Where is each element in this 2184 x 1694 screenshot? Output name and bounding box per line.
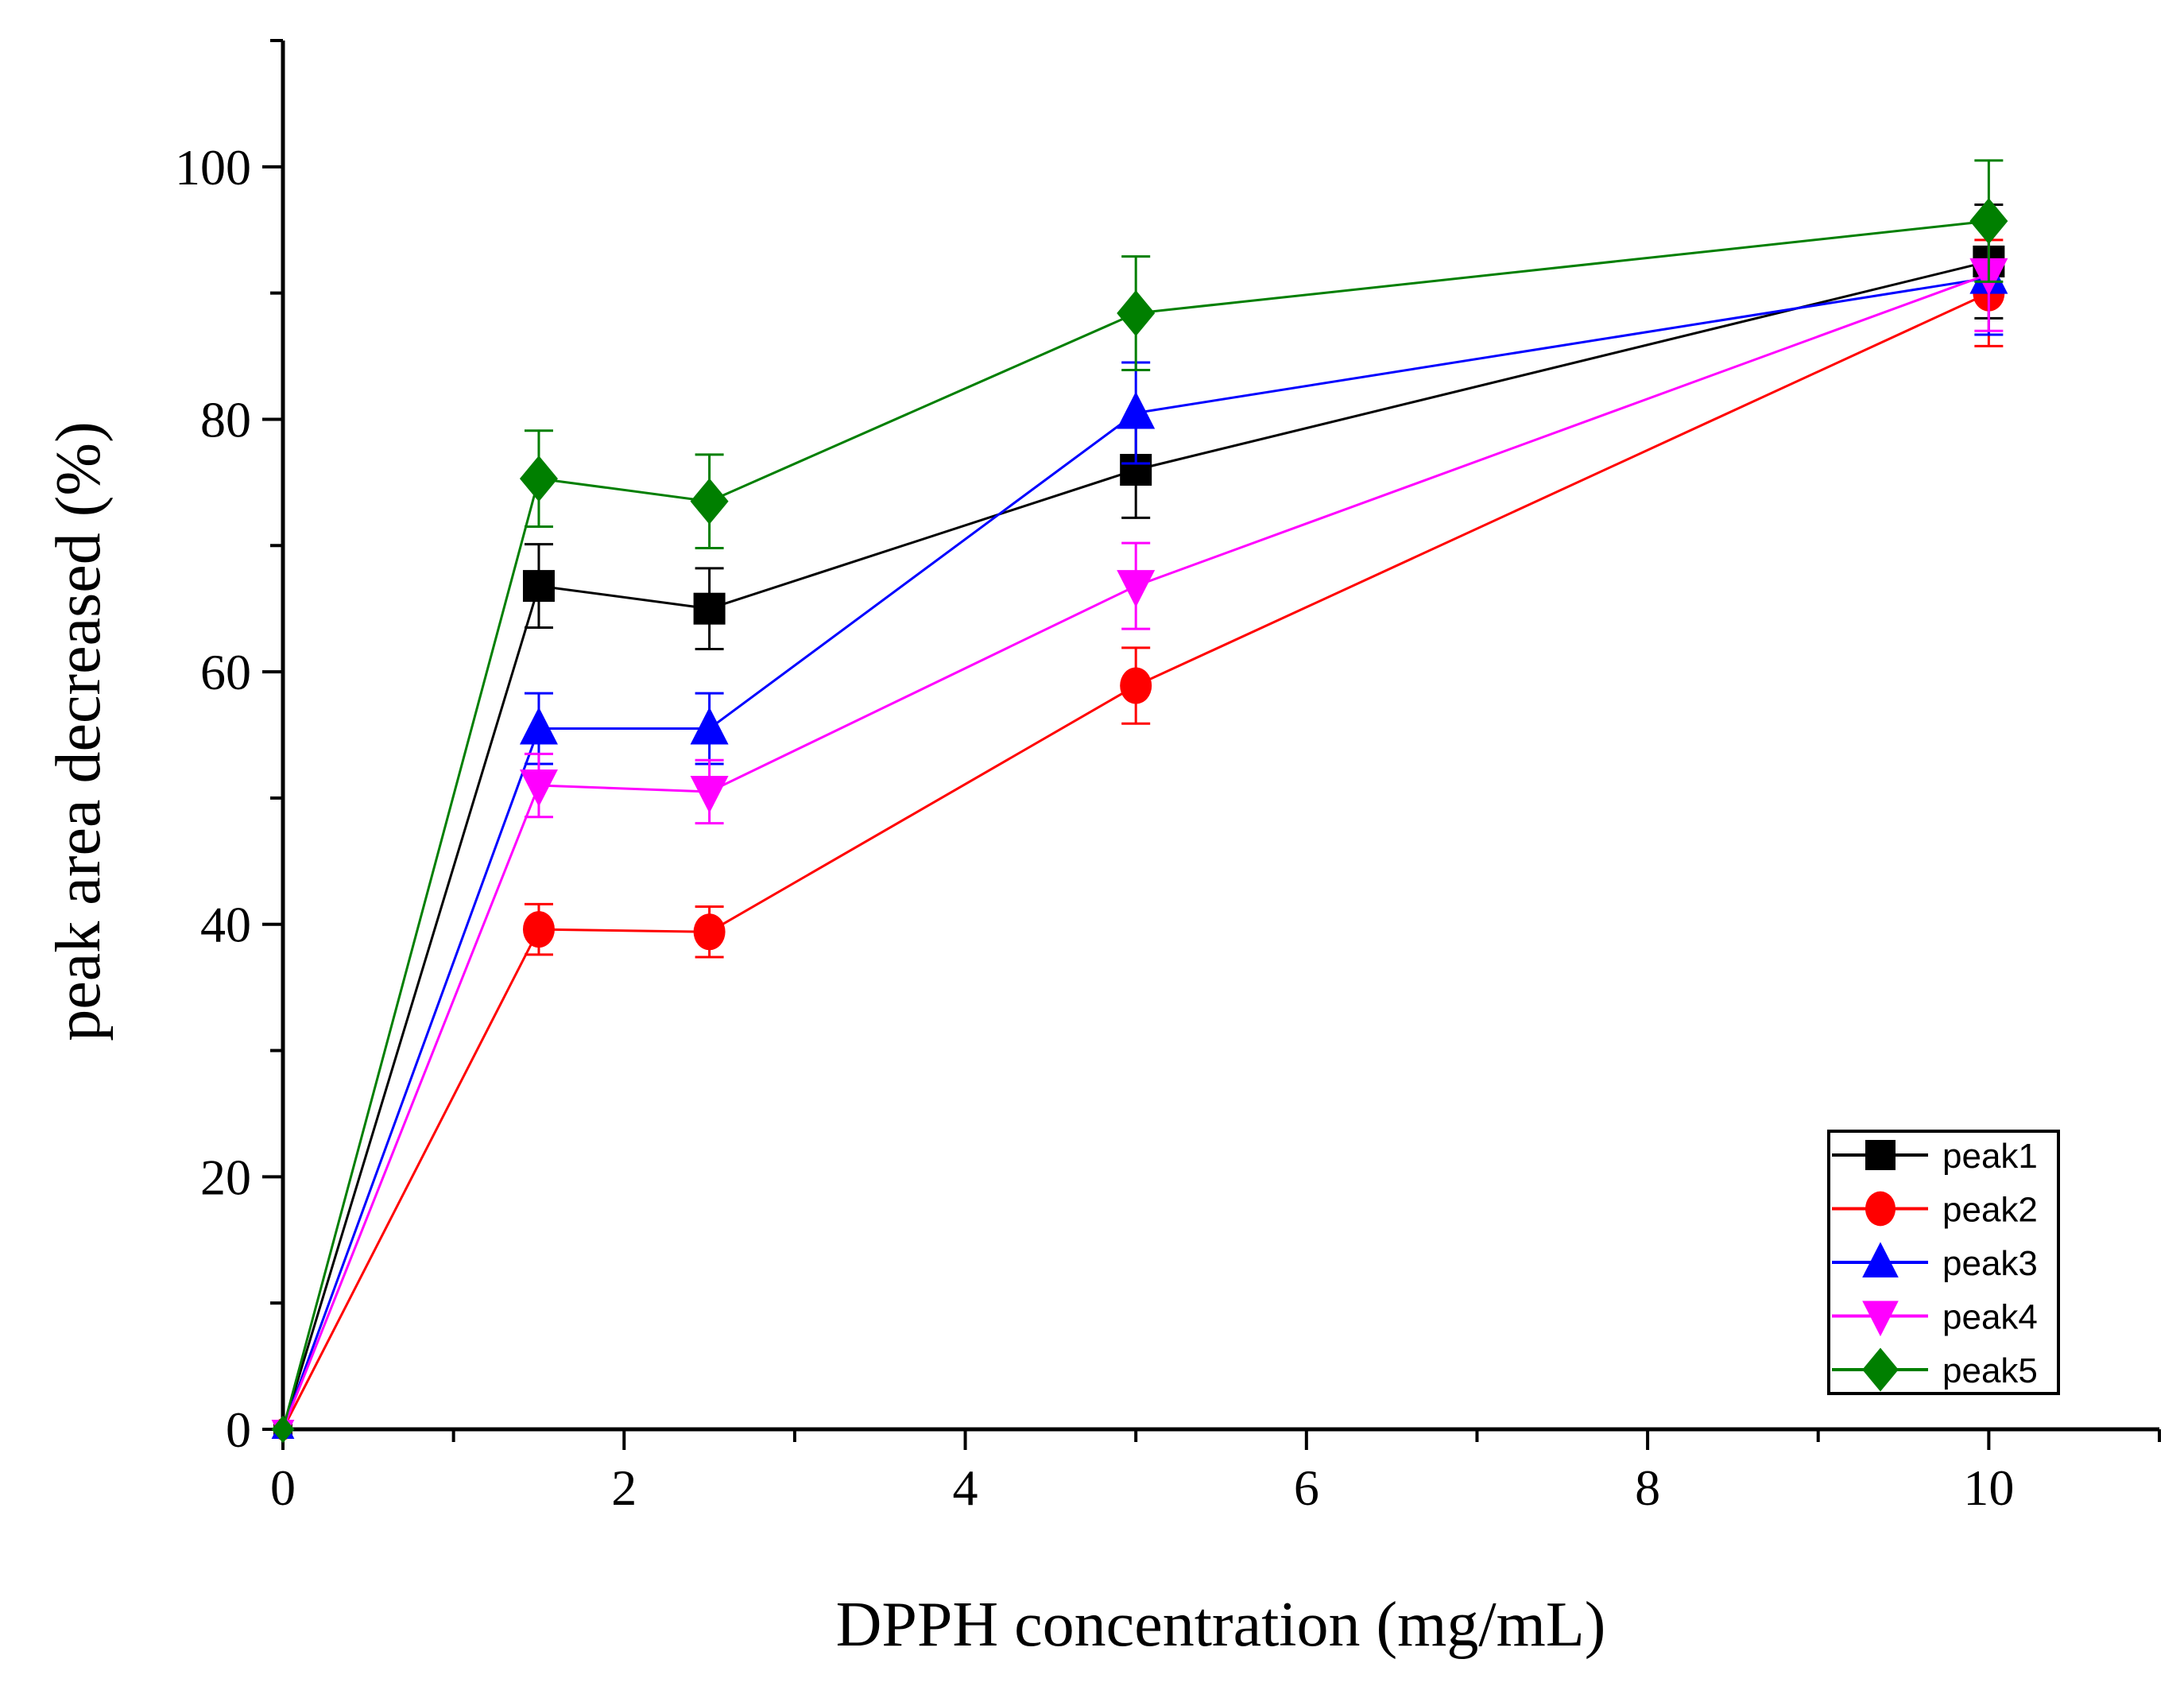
series-peak1 (273, 203, 2005, 1439)
y-tick-label: 20 (200, 1149, 251, 1205)
legend-label: peak5 (1942, 1351, 2038, 1390)
legend-label: peak4 (1942, 1298, 2038, 1337)
x-axis-title: DPPH concentration (mg/mL) (836, 1590, 1606, 1660)
y-tick-label: 0 (226, 1401, 251, 1458)
legend-label: peak2 (1942, 1191, 2038, 1230)
circle-marker (1120, 667, 1152, 704)
circle-marker (522, 911, 555, 948)
square-marker (1865, 1140, 1896, 1170)
y-tick-label: 100 (175, 139, 251, 196)
x-tick-label: 0 (270, 1459, 296, 1516)
diamond-marker (519, 455, 558, 502)
series-peak5 (271, 159, 2008, 1444)
triangle-up-marker (519, 707, 558, 745)
triangle-down-marker (690, 775, 729, 813)
triangle-down-marker (1862, 1301, 1899, 1337)
legend-item-peak1: peak1 (1832, 1137, 2038, 1176)
triangle-up-marker (1862, 1242, 1899, 1277)
square-marker (522, 570, 555, 603)
legend-item-peak2: peak2 (1832, 1191, 2038, 1230)
legend: peak1 peak2 peak3 peak4 peak5 (1827, 1130, 2060, 1395)
triangle-down-marker (1117, 570, 1156, 608)
diamond-marker (690, 478, 729, 525)
diamond-marker (1117, 290, 1156, 337)
diamond-marker (1969, 198, 2008, 245)
square-marker (693, 592, 726, 625)
triangle-down-marker (519, 769, 558, 808)
plot-area (271, 159, 2008, 1444)
y-axis-title: peak area decreased (%) (44, 421, 114, 1041)
x-tick-label: 6 (1294, 1459, 1319, 1516)
x-tick-label: 2 (611, 1459, 637, 1516)
triangle-up-marker (1117, 391, 1156, 429)
legend-label: peak1 (1942, 1137, 2038, 1176)
triangle-up-marker (690, 707, 729, 745)
legend-item-peak4: peak4 (1832, 1298, 2038, 1337)
x-tick-label: 10 (1963, 1459, 2014, 1516)
y-tick-label: 80 (200, 391, 251, 448)
legend-label: peak3 (1942, 1244, 2038, 1283)
circle-marker (693, 913, 726, 951)
legend-item-peak3: peak3 (1832, 1242, 2038, 1283)
x-tick-label: 8 (1635, 1459, 1660, 1516)
legend-item-peak5: peak5 (1832, 1347, 2038, 1392)
x-tick-label: 4 (953, 1459, 978, 1516)
circle-marker (1865, 1191, 1896, 1227)
diamond-marker (1862, 1347, 1899, 1392)
y-tick-label: 40 (200, 897, 251, 953)
y-tick-label: 60 (200, 644, 251, 700)
diamond-marker (271, 1415, 295, 1444)
